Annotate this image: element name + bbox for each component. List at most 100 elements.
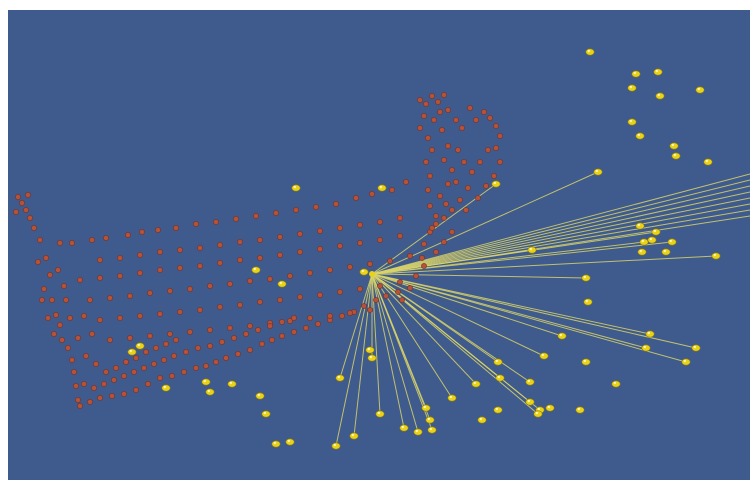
red-point [177,265,183,271]
yellow-point [611,380,621,388]
red-point [155,227,161,233]
red-point [101,381,107,387]
correspondence-ray [371,273,539,415]
red-point [121,391,127,397]
red-point [25,192,31,198]
red-point [131,369,137,375]
red-point [303,325,309,331]
red-point [493,123,499,129]
scene-background [8,10,750,480]
red-point [157,267,163,273]
red-point [107,295,113,301]
red-point-cloud [13,92,503,409]
red-point [255,327,261,333]
red-point [269,337,275,343]
red-point [357,222,363,228]
red-point [173,337,179,343]
red-point [55,267,61,273]
red-point [267,323,273,329]
red-point [423,159,429,165]
red-point [339,313,345,319]
red-point [399,297,405,303]
red-point [111,377,117,383]
red-point [247,347,253,353]
red-point [369,191,375,197]
red-point [397,233,403,239]
red-point [453,179,459,185]
red-point [243,331,249,337]
red-point [39,297,45,303]
red-point [397,215,403,221]
red-point [89,237,95,243]
red-point [433,213,439,219]
yellow-point [425,416,435,424]
yellow-point [631,70,641,78]
red-point [217,242,223,248]
red-point [491,173,497,179]
red-point [347,310,353,316]
red-point [337,243,343,249]
yellow-point [359,268,369,276]
red-point [87,399,93,405]
yellow-point [525,398,535,406]
red-point [327,267,333,273]
yellow-point [651,228,661,236]
yellow-point [669,142,679,150]
correspondence-ray [371,273,419,433]
red-point [193,221,199,227]
red-point [417,125,423,131]
yellow-point [637,248,647,256]
red-point [247,323,253,329]
yellow-point [127,348,137,356]
red-point [445,143,451,149]
point-cloud-scene[interactable] [8,10,750,480]
red-point [223,355,229,361]
correspondence-ray [371,273,381,415]
red-point [277,252,283,258]
red-point [213,359,219,365]
correspondence-ray [371,203,750,275]
red-point [423,101,429,107]
red-point [41,286,47,292]
correspondence-ray [371,241,673,275]
yellow-point [471,380,481,388]
red-point [77,277,83,283]
red-point [97,395,103,401]
yellow-point [655,92,665,100]
red-point [357,286,363,292]
red-point [13,209,19,215]
red-point [73,383,79,389]
red-point [49,297,55,303]
yellow-point [271,440,281,448]
red-point [257,299,263,305]
red-point [103,235,109,241]
yellow-point [627,84,637,92]
red-point [97,257,103,263]
red-point [297,249,303,255]
yellow-point [291,184,301,192]
red-point [183,349,189,355]
yellow-point [349,432,359,440]
red-point [93,361,99,367]
red-point [69,240,75,246]
red-point [313,204,319,210]
red-point [217,260,223,266]
yellow-point [205,388,215,396]
red-point [421,263,427,269]
correspondence-ray [353,273,373,437]
3d-viewport[interactable] [8,10,750,480]
yellow-point [527,246,537,254]
red-point [497,133,503,139]
red-point [231,335,237,341]
red-point [123,359,129,365]
red-point [81,313,87,319]
red-point [377,283,383,289]
yellow-point [661,248,671,256]
yellow-point [703,158,713,166]
red-point [61,283,67,289]
red-point [253,213,259,219]
red-point [197,245,203,251]
red-point [145,381,151,387]
yellow-point [493,358,503,366]
yellow-point [681,358,691,366]
